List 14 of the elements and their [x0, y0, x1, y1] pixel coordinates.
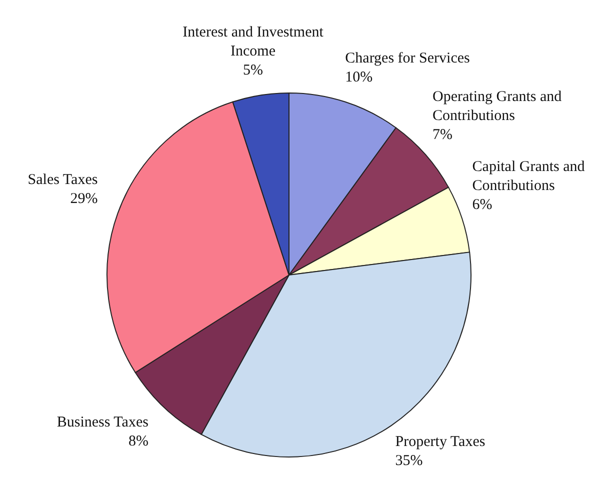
data-label: 7% — [432, 127, 453, 144]
data-label: 35% — [395, 452, 423, 469]
data-label: 6% — [472, 196, 492, 213]
slice-label: Business Taxes — [56, 414, 149, 430]
data-label: 8% — [128, 433, 148, 450]
slice-label: Sales Taxes — [28, 172, 98, 188]
slice-label: Property Taxes — [395, 434, 486, 450]
data-label: 5% — [243, 62, 264, 78]
data-label: 29% — [70, 190, 98, 207]
slice-label: Capital Grants and Contributions — [472, 158, 586, 194]
slice-label: Operating Grants and Contributions — [432, 89, 562, 124]
slice-label: Charges for Services — [345, 50, 470, 67]
slice-label: Interest and Investment Income — [182, 24, 324, 60]
data-label: 10% — [345, 70, 373, 86]
